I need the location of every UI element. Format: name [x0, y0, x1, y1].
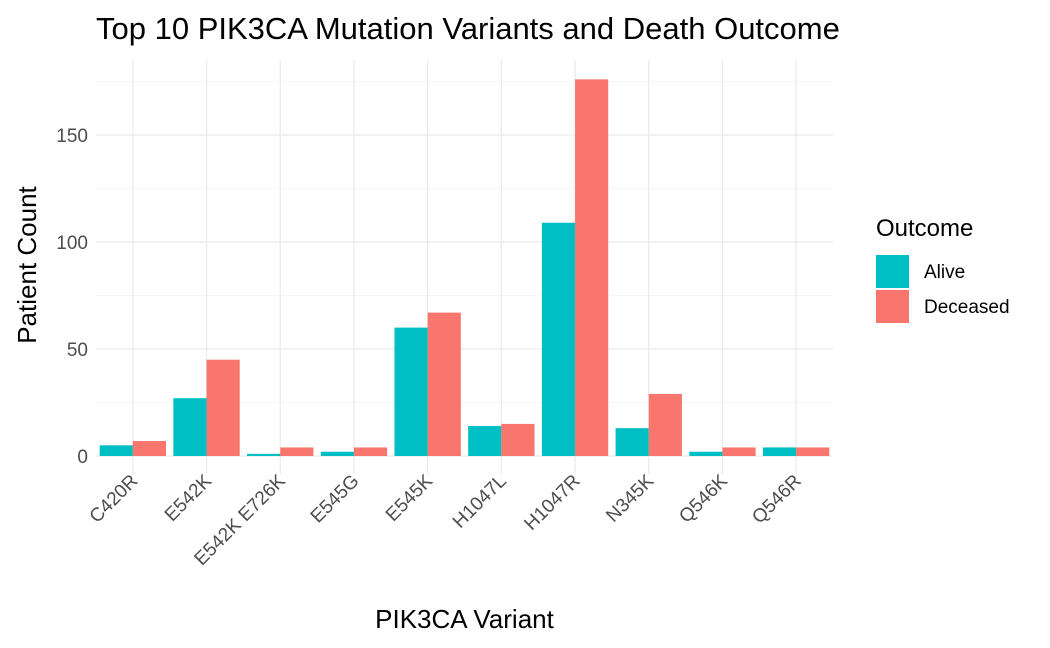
bar-alive-e542k: [173, 398, 207, 456]
x-tick-label: E545K: [382, 470, 437, 525]
x-tick-label: H1047L: [449, 471, 511, 533]
x-tick-label: E545G: [307, 471, 364, 528]
bar-alive-e545g: [320, 451, 354, 456]
legend-key-alive: [876, 255, 909, 288]
y-tick-label: 0: [77, 447, 88, 468]
x-tick-label: H1047R: [520, 471, 584, 535]
legend-label-alive: Alive: [924, 262, 965, 283]
y-tick-label: 150: [56, 126, 88, 147]
x-tick-label: C420R: [86, 471, 143, 528]
bar-alive-n345k: [615, 428, 649, 456]
bar-deceased-n345k: [648, 393, 682, 456]
bars: [99, 79, 830, 457]
x-tick-label: E542K: [161, 470, 216, 525]
bar-deceased-h1047r: [575, 79, 609, 457]
bar-alive-e545k: [394, 327, 428, 456]
bar-alive-h1047l: [468, 426, 502, 456]
bar-alive-q546k: [689, 451, 723, 456]
bar-deceased-e545g: [353, 447, 388, 456]
bar-deceased-q546r: [796, 447, 830, 456]
bar-deceased-e542k-e726k: [280, 447, 314, 456]
chart-title: Top 10 PIK3CA Mutation Variants and Deat…: [96, 11, 840, 46]
legend-label-deceased: Deceased: [924, 297, 1010, 318]
bar-alive-c420r: [99, 445, 133, 456]
gridlines: [96, 60, 833, 474]
y-tick-label: 50: [67, 340, 88, 361]
bar-deceased-h1047l: [501, 423, 535, 456]
bar-deceased-e545k: [427, 312, 461, 456]
x-tick-label: Q546K: [675, 470, 732, 527]
legend: Outcome Alive Deceased: [876, 215, 1010, 323]
x-tick-label: Q546R: [748, 471, 805, 528]
x-tick-label: N345K: [602, 470, 658, 526]
x-axis-title: PIK3CA Variant: [375, 604, 555, 634]
y-axis-ticks: 0 50 100 150: [56, 126, 88, 468]
legend-key-deceased: [876, 290, 909, 323]
legend-title: Outcome: [876, 215, 973, 242]
bar-deceased-e542k: [206, 359, 240, 456]
bar-alive-q546r: [762, 447, 797, 456]
y-tick-label: 100: [56, 233, 88, 254]
bar-deceased-c420r: [132, 441, 167, 456]
bar-deceased-q546k: [722, 447, 756, 456]
bar-alive-e542k-e726k: [247, 453, 281, 456]
y-axis-title: Patient Count: [12, 185, 42, 343]
bar-alive-h1047r: [541, 222, 576, 456]
